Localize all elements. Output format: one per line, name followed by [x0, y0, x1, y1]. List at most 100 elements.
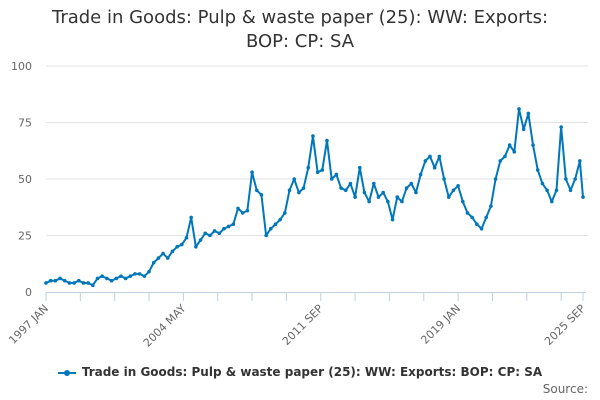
data-point: [479, 226, 484, 231]
data-point: [414, 190, 418, 195]
data-point: [395, 195, 400, 199]
chart-title-line1: Trade in Goods: Pulp & waste paper (25):…: [51, 7, 549, 28]
data-point: [498, 159, 503, 163]
data-point: [217, 231, 222, 236]
data-point: [564, 177, 568, 181]
data-point: [128, 274, 133, 278]
chart-title: Trade in Goods: Pulp & waste paper (25):…: [0, 6, 600, 54]
data-point: [526, 111, 531, 116]
data-point: [531, 143, 535, 147]
data-point: [184, 235, 189, 240]
legend-series-label: Trade in Goods: Pulp & waste paper (25):…: [81, 365, 543, 379]
data-point: [568, 188, 573, 193]
x-tick-label: 2011 SEP: [280, 302, 326, 348]
data-point: [334, 172, 339, 177]
y-tick-label: 25: [18, 230, 32, 243]
data-point: [95, 276, 100, 281]
data-point: [76, 278, 81, 283]
data-point: [329, 177, 334, 181]
data-point: [165, 256, 170, 260]
data-point: [250, 170, 254, 175]
data-point: [348, 181, 353, 186]
data-point: [62, 278, 67, 283]
data-point: [423, 159, 428, 163]
data-point: [175, 245, 179, 249]
data-point: [231, 222, 236, 226]
data-point: [44, 281, 48, 285]
data-point: [343, 188, 348, 193]
data-point: [549, 199, 554, 204]
data-point: [226, 224, 231, 229]
data-point: [456, 183, 460, 188]
data-point: [451, 188, 456, 193]
data-point: [53, 278, 58, 283]
y-tick-label: 50: [18, 173, 32, 186]
data-point: [142, 274, 147, 278]
legend[interactable]: Trade in Goods: Pulp & waste paper (25):…: [0, 365, 600, 379]
data-point: [465, 211, 470, 215]
y-tick-label: 0: [25, 286, 32, 299]
data-point: [161, 251, 165, 256]
data-point: [521, 127, 526, 132]
data-point: [273, 222, 278, 226]
data-point: [198, 238, 203, 242]
data-point: [404, 186, 409, 190]
data-point: [170, 249, 175, 254]
data-point: [315, 170, 320, 175]
data-point: [573, 177, 577, 181]
data-point: [123, 276, 128, 281]
data-point: [376, 195, 381, 199]
data-point: [390, 217, 395, 222]
data-point: [119, 274, 123, 278]
data-point: [156, 256, 161, 260]
data-point: [306, 165, 311, 170]
data-point: [581, 195, 585, 199]
data-point: [381, 190, 385, 195]
data-point: [297, 190, 301, 195]
data-point: [559, 125, 563, 129]
data-point: [67, 281, 72, 285]
data-point: [268, 226, 273, 231]
data-point: [86, 281, 90, 285]
data-point: [428, 154, 432, 159]
data-point: [212, 229, 217, 233]
data-point: [372, 181, 376, 186]
data-point: [147, 269, 151, 274]
data-point: [278, 217, 282, 222]
data-point: [311, 134, 315, 138]
data-point: [367, 199, 371, 204]
data-point: [325, 138, 329, 143]
data-point: [301, 186, 306, 190]
data-point: [137, 272, 142, 276]
data-point: [48, 278, 53, 283]
data-point: [58, 276, 62, 281]
y-tick-label: 100: [11, 60, 32, 73]
data-point: [180, 242, 184, 247]
data-point: [442, 177, 446, 181]
data-point: [535, 168, 540, 172]
data-point: [540, 181, 545, 186]
data-point: [517, 107, 521, 111]
x-tick-label: 1997 JAN: [6, 302, 51, 347]
data-point: [109, 278, 114, 283]
data-point: [470, 215, 474, 220]
data-point: [353, 195, 357, 199]
data-point: [240, 211, 245, 215]
data-point: [507, 143, 512, 147]
data-point: [100, 274, 104, 278]
data-point: [287, 188, 292, 193]
data-point: [545, 188, 549, 193]
data-point: [475, 222, 479, 226]
x-tick-label: 2019 JAN: [418, 302, 463, 347]
data-point: [208, 233, 212, 238]
y-tick-label: 75: [18, 117, 32, 130]
data-point: [418, 172, 423, 177]
data-point: [72, 281, 76, 285]
data-point: [292, 177, 297, 181]
data-point: [283, 211, 287, 215]
data-point: [460, 199, 465, 204]
data-point: [362, 190, 367, 195]
data-point: [339, 186, 343, 190]
data-point: [194, 245, 198, 249]
